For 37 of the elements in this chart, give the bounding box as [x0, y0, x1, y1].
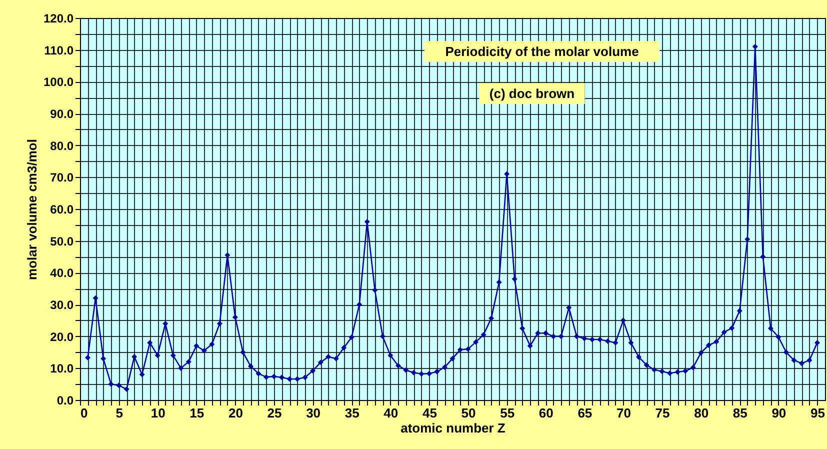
x-tick-label: 5: [116, 406, 123, 420]
x-tick-label: 65: [578, 406, 592, 420]
x-tick-label: 90: [772, 406, 786, 420]
y-tick-label: 10.0: [50, 362, 74, 376]
y-tick-label: 30.0: [50, 298, 74, 312]
y-tick-label: 100.0: [43, 75, 74, 90]
x-tick-label: 80: [694, 406, 709, 420]
y-tick-label: 40.0: [50, 266, 74, 280]
text: Periodicity of the molar volume: [445, 44, 639, 59]
x-axis-title: atomic number Z: [400, 420, 506, 436]
y-tick-label: 80.0: [50, 138, 74, 153]
x-tick-label: 20: [228, 406, 243, 420]
x-tick-label: 85: [732, 406, 748, 420]
x-tick-label: 45: [422, 406, 437, 420]
y-tick-label: 20.0: [50, 330, 74, 344]
annotation: (c) doc brown: [489, 86, 575, 101]
x-tick-label: 35: [344, 406, 360, 420]
y-tick-label: 50.0: [50, 234, 74, 248]
y-tick-label: 60.0: [50, 202, 74, 216]
x-tick-label: 15: [190, 406, 204, 420]
x-tick-label: 50: [461, 406, 476, 420]
x-tick-label: 70: [616, 406, 631, 420]
x-tick-label: 55: [500, 406, 515, 420]
x-tick-label: 75: [655, 406, 670, 420]
x-tick-label: 25: [267, 406, 282, 420]
y-tick-label: 90.0: [50, 107, 74, 121]
y-tick-label: 110.0: [44, 43, 74, 58]
x-tick-label: 10: [150, 406, 166, 420]
x-tick-label: 30: [306, 406, 321, 420]
y-tick-label: 120.0: [43, 12, 74, 26]
x-tick-label: 60: [538, 406, 554, 420]
y-tick-label: 70.0: [50, 170, 74, 185]
y-axis-title: molar volume cm3/mol: [24, 139, 40, 280]
y-tick-label: 0.0: [56, 394, 74, 408]
x-tick-label: 95: [810, 406, 825, 420]
x-tick-label: 0: [80, 406, 88, 420]
x-tick-label: 40: [384, 406, 398, 420]
